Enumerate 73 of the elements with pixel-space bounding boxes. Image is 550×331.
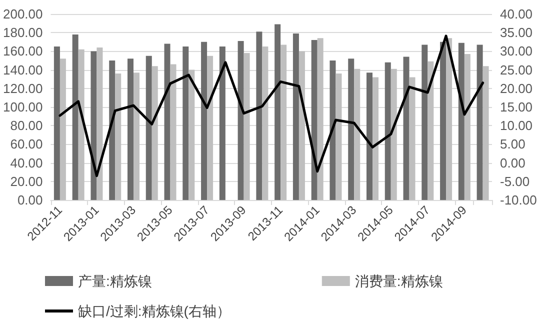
bar <box>446 38 452 200</box>
bar <box>201 42 208 200</box>
y-tick-label: 120.00 <box>2 80 43 96</box>
legend-label: 消费量:精炼镍 <box>354 273 443 289</box>
bar <box>458 42 464 200</box>
bar <box>298 51 305 200</box>
bar <box>188 70 195 200</box>
bar <box>256 32 262 200</box>
y2-tick-label: 5.00 <box>500 136 526 152</box>
line-series <box>58 34 484 178</box>
bar <box>292 34 299 200</box>
y-tick-label: 100.00 <box>2 100 43 114</box>
y2-tick-label: 40.00 <box>500 6 533 22</box>
y2-tick-label: 35.00 <box>500 25 533 40</box>
bar <box>317 38 324 200</box>
bar <box>146 56 152 200</box>
y-tick-label: 180.00 <box>2 25 43 40</box>
y2-tick-label: 20.00 <box>500 80 533 96</box>
bar <box>311 40 318 200</box>
bar <box>409 77 416 200</box>
bar <box>152 66 158 200</box>
bar <box>244 53 250 200</box>
bar <box>238 40 244 200</box>
y2-tick-label: -5.00 <box>500 174 530 189</box>
bar <box>54 46 60 200</box>
bar <box>336 74 342 200</box>
bar <box>262 46 268 200</box>
bar <box>115 74 122 200</box>
bar <box>280 44 287 200</box>
bar <box>330 60 336 200</box>
bar <box>428 61 434 200</box>
y-tick-label: 80.00 <box>10 118 43 134</box>
bar <box>476 44 483 200</box>
bar <box>372 77 378 200</box>
y-tick-label: 140.00 <box>2 62 43 78</box>
bar <box>464 54 470 200</box>
y-tick-label: 20.00 <box>10 174 43 189</box>
bar <box>78 49 84 200</box>
y-tick-label: 60.00 <box>10 136 43 152</box>
legend-label: 缺口/过剩:精炼镍(右轴） <box>78 303 230 319</box>
bar <box>354 68 360 200</box>
y-tick-label: 0.00 <box>17 192 43 208</box>
bar <box>182 46 189 200</box>
bar <box>422 44 428 200</box>
y2-tick-label: 25.00 <box>500 62 533 78</box>
bar <box>170 64 176 200</box>
bar <box>164 44 170 200</box>
bar <box>348 58 354 200</box>
bar <box>366 72 372 200</box>
bar <box>482 66 489 200</box>
y2-tick-label: 10.00 <box>500 118 533 134</box>
bar <box>72 34 78 200</box>
y2-tick-label: 30.00 <box>500 44 533 59</box>
bar <box>90 51 97 200</box>
bar <box>440 42 446 200</box>
bar <box>207 56 214 200</box>
bar <box>96 47 103 200</box>
y2-tick-label: -10.00 <box>500 192 537 208</box>
y2-tick-label: 0.00 <box>500 155 526 170</box>
bar <box>390 68 397 200</box>
bar <box>274 24 281 200</box>
bar <box>384 62 391 200</box>
bar <box>127 58 134 200</box>
bar <box>403 56 410 200</box>
legend-label: 产量:精炼镍 <box>78 273 152 289</box>
bar <box>219 46 226 200</box>
y2-tick-label: 15.00 <box>500 100 533 114</box>
bar <box>133 72 140 200</box>
y-tick-label: 40.00 <box>10 155 43 170</box>
y-tick-label: 160.00 <box>2 44 43 59</box>
bar <box>60 58 66 200</box>
y-tick-label: 200.00 <box>2 6 43 22</box>
bar <box>109 60 116 200</box>
